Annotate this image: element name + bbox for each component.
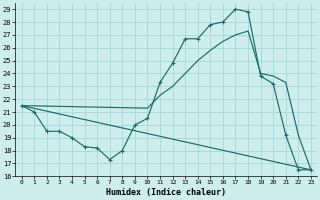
X-axis label: Humidex (Indice chaleur): Humidex (Indice chaleur) — [106, 188, 226, 197]
